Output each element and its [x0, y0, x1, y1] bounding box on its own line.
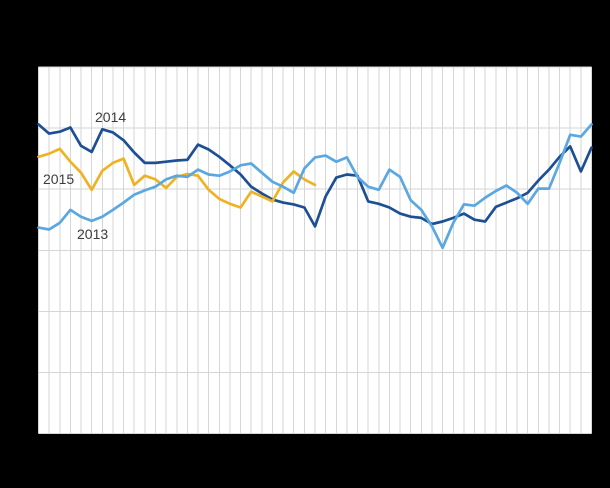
series-line-2014: [37, 123, 593, 228]
series-label-2013: 2013: [77, 226, 109, 242]
series-label-2014: 2014: [95, 109, 127, 125]
series-line-2013: [37, 123, 593, 250]
series-label-2015: 2015: [43, 171, 75, 187]
